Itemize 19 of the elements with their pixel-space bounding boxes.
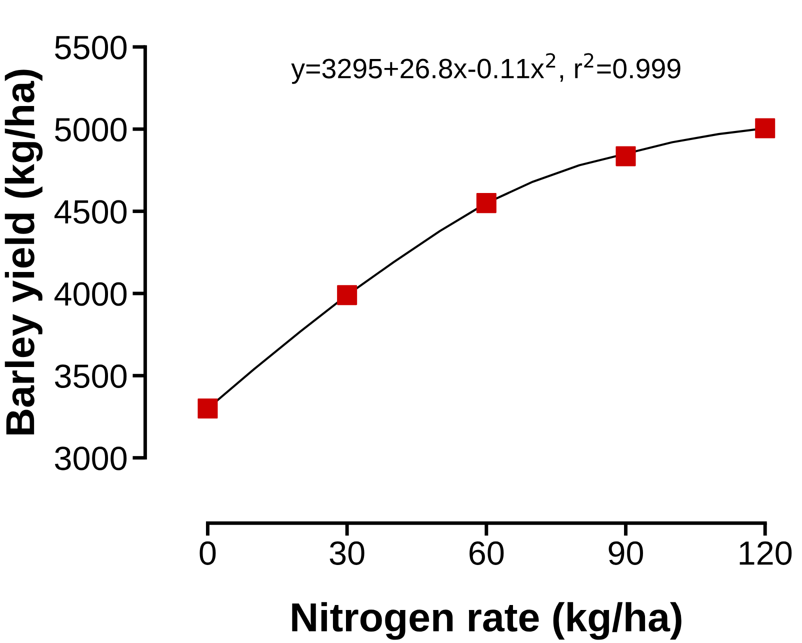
annotation: y=3295+26.8x-0.11x$^{2}$, r$^{2}$=0.999 (291, 53, 680, 84)
x-tick-label: 0 (200, 541, 216, 565)
x-tick-label: 120 (740, 541, 792, 565)
y-tick-label: 4500 (54, 200, 127, 224)
point (198, 398, 218, 419)
point (755, 118, 776, 138)
y-tick-label: 3500 (54, 364, 127, 388)
y-tick-label: 5000 (55, 118, 127, 142)
point (337, 285, 358, 306)
point (476, 193, 496, 214)
x-axis-title: Nitrogen rate (kg/ha) (292, 602, 682, 640)
x-tick-label: 30 (330, 541, 364, 565)
y-tick-label: 3000 (54, 446, 127, 470)
y-tick-label: 4000 (54, 282, 127, 306)
y-tick-label: 5500 (55, 36, 127, 60)
x-tick-label: 90 (608, 541, 643, 565)
point (616, 146, 636, 166)
y-axis-title: Barley yield (kg/ha) (4, 70, 43, 434)
x-tick-label: 60 (470, 541, 504, 565)
